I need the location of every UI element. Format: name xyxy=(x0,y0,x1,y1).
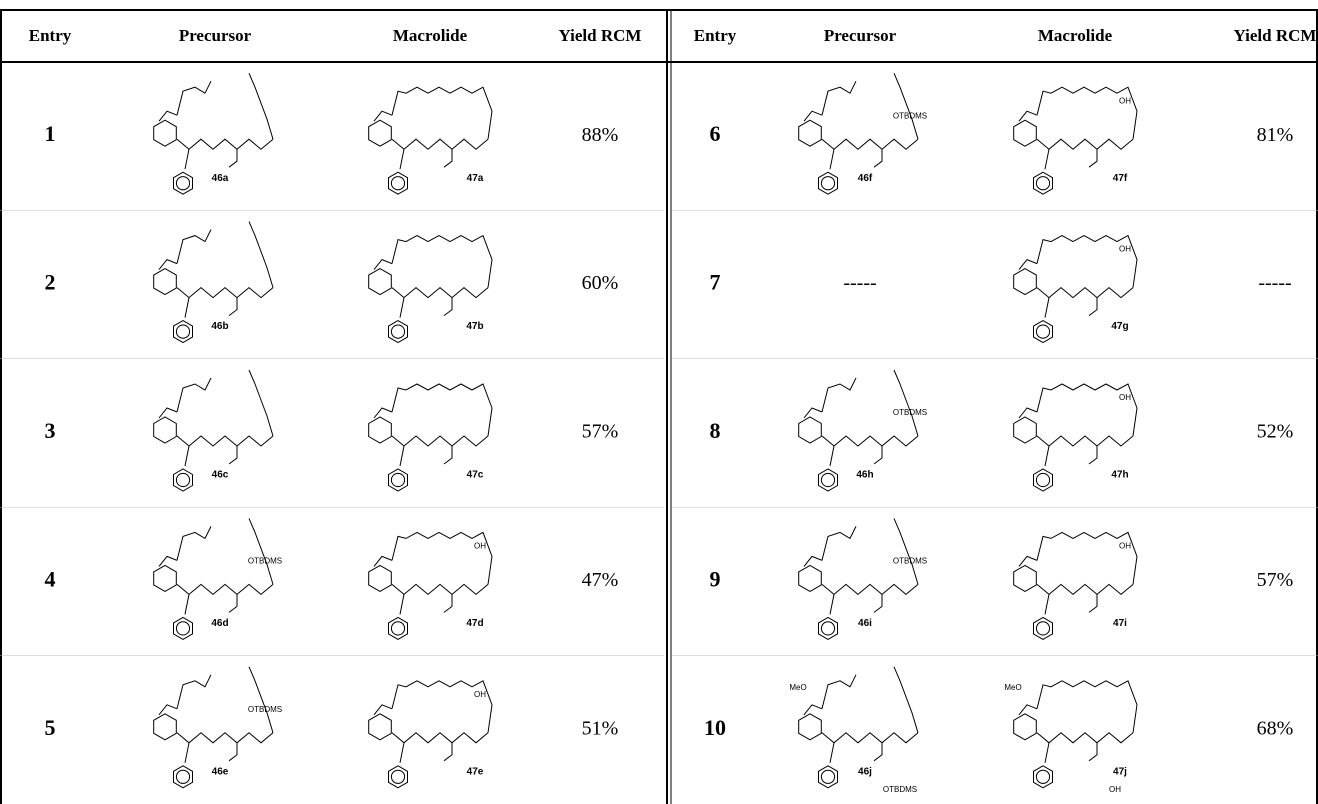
table-page: Entry Precursor Macrolide Yield RCM Entry Pre… xyxy=(0,0,1318,804)
column-header: Macrolide xyxy=(393,26,468,45)
entry-number: 7 xyxy=(710,270,721,295)
compound-label: 46d xyxy=(211,618,228,629)
column-header: Entry xyxy=(29,26,72,45)
compound-label: 47i xyxy=(1113,618,1127,629)
group-label: OH xyxy=(1119,96,1131,105)
group-label: OTBDMS xyxy=(248,557,282,566)
compound-label: 46j xyxy=(858,766,872,777)
group-label: OH xyxy=(474,542,486,551)
entry-number: 3 xyxy=(45,418,56,443)
group-label: OH xyxy=(474,690,486,699)
group-label: OTBDMS xyxy=(893,557,927,566)
compound-label: 47h xyxy=(1111,470,1128,481)
yield: 57% xyxy=(1257,569,1294,591)
group-label: OTBDMS xyxy=(893,408,927,417)
compound-label: 47f xyxy=(1113,173,1128,184)
compound-label: 46a xyxy=(212,173,229,184)
compound-label: 47a xyxy=(467,173,484,184)
group-label: MeO xyxy=(789,683,806,692)
yield: 52% xyxy=(1257,421,1294,443)
compound-label: 47d xyxy=(466,618,483,629)
group-label: OH xyxy=(1119,245,1131,254)
entry-number: 1 xyxy=(45,121,56,146)
column-header: Precursor xyxy=(179,26,252,45)
yield: ----- xyxy=(1258,272,1291,294)
compound-label: 46f xyxy=(858,173,873,184)
compound-label: 47e xyxy=(467,766,484,777)
entry-number: 5 xyxy=(45,715,56,740)
entry-number: 10 xyxy=(704,715,726,740)
entry-number: 4 xyxy=(45,566,56,591)
group-label: MeO xyxy=(1004,683,1021,692)
yield: 68% xyxy=(1257,717,1294,739)
compound-label: 47j xyxy=(1113,766,1127,777)
group-label: OH xyxy=(1119,393,1131,402)
yield: 47% xyxy=(582,569,619,591)
compound-label: ----- xyxy=(843,272,876,294)
compound-label: 46h xyxy=(856,470,873,481)
group-label: OH xyxy=(1109,785,1121,794)
column-header: Yield RCM xyxy=(559,26,642,45)
group-label: OTBDMS xyxy=(248,705,282,714)
yield: 88% xyxy=(582,124,619,146)
compound-label: 47g xyxy=(1111,321,1128,332)
entry-number: 2 xyxy=(45,270,56,295)
compound-label: 46c xyxy=(212,470,229,481)
compound-label: 47b xyxy=(466,321,483,332)
column-header: Macrolide xyxy=(1038,26,1113,45)
yield: 81% xyxy=(1257,124,1294,146)
yield: 51% xyxy=(582,717,619,739)
compound-label: 47c xyxy=(467,470,484,481)
group-label: OH xyxy=(1119,542,1131,551)
yield: 60% xyxy=(582,272,619,294)
column-header: Entry xyxy=(694,26,737,45)
entry-number: 8 xyxy=(710,418,721,443)
group-label: OTBDMS xyxy=(883,785,917,794)
compound-label: 46e xyxy=(212,766,229,777)
yield: 57% xyxy=(582,421,619,443)
compound-label: 46i xyxy=(858,618,872,629)
column-header: Yield RCM xyxy=(1234,26,1317,45)
compound-label: 46b xyxy=(211,321,228,332)
group-label: OTBDMS xyxy=(893,111,927,120)
entry-number: 9 xyxy=(710,566,721,591)
entry-number: 6 xyxy=(710,121,721,146)
column-header: Precursor xyxy=(824,26,897,45)
